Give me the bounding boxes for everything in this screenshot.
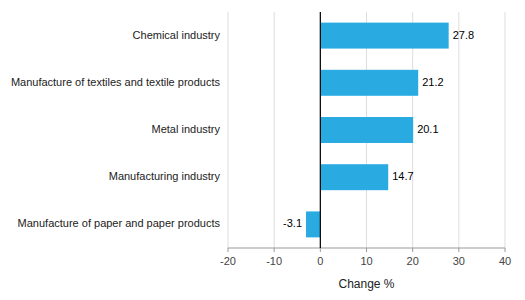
zero-line [320,12,321,248]
data-label: 21.2 [422,76,443,88]
grid-line [458,12,459,248]
x-axis: -20 -10 0 10 20 30 40 [220,248,511,267]
grid [228,12,505,248]
tick-mark [458,248,459,252]
bar [320,23,448,49]
bar [320,164,388,190]
tick-mark [320,248,321,252]
data-label: -3.1 [283,217,302,229]
data-label: 27.8 [453,29,474,41]
tick-label: -10 [266,255,282,267]
tick-mark [412,248,413,252]
tick-label: 0 [317,255,323,267]
tick-mark [274,248,275,252]
axis-line [228,248,505,249]
x-axis-title: Change % [338,277,394,291]
bar [306,211,320,237]
tick-label: 20 [407,255,419,267]
tick-label: 10 [360,255,372,267]
grid-line [274,12,275,248]
tick-label: -20 [220,255,236,267]
data-label: 14.7 [392,170,413,182]
tick-mark [228,248,229,252]
tick-label: 30 [453,255,465,267]
chart: Manufacture of paper and paper products M… [0,0,525,300]
chart-container: Manufacture of paper and paper products M… [0,0,525,300]
category-label: Chemical industry [133,29,221,41]
category-label: Metal industry [152,123,221,135]
category-label: Manufacture of textiles and textile prod… [11,76,221,88]
tick-label: 40 [499,255,511,267]
grid-line [505,12,506,248]
category-labels: Manufacture of paper and paper products M… [11,29,221,230]
data-labels: -3.1 14.7 20.1 21.2 27.8 [283,29,474,230]
data-label: 20.1 [417,123,438,135]
bar [320,117,413,143]
tick-mark [505,248,506,252]
grid-line [320,12,321,248]
category-label: Manufacture of paper and paper products [18,217,221,229]
category-label: Manufacturing industry [109,170,221,182]
bars [306,23,449,238]
tick-mark [366,248,367,252]
bar [320,70,418,96]
grid-line [228,12,229,248]
